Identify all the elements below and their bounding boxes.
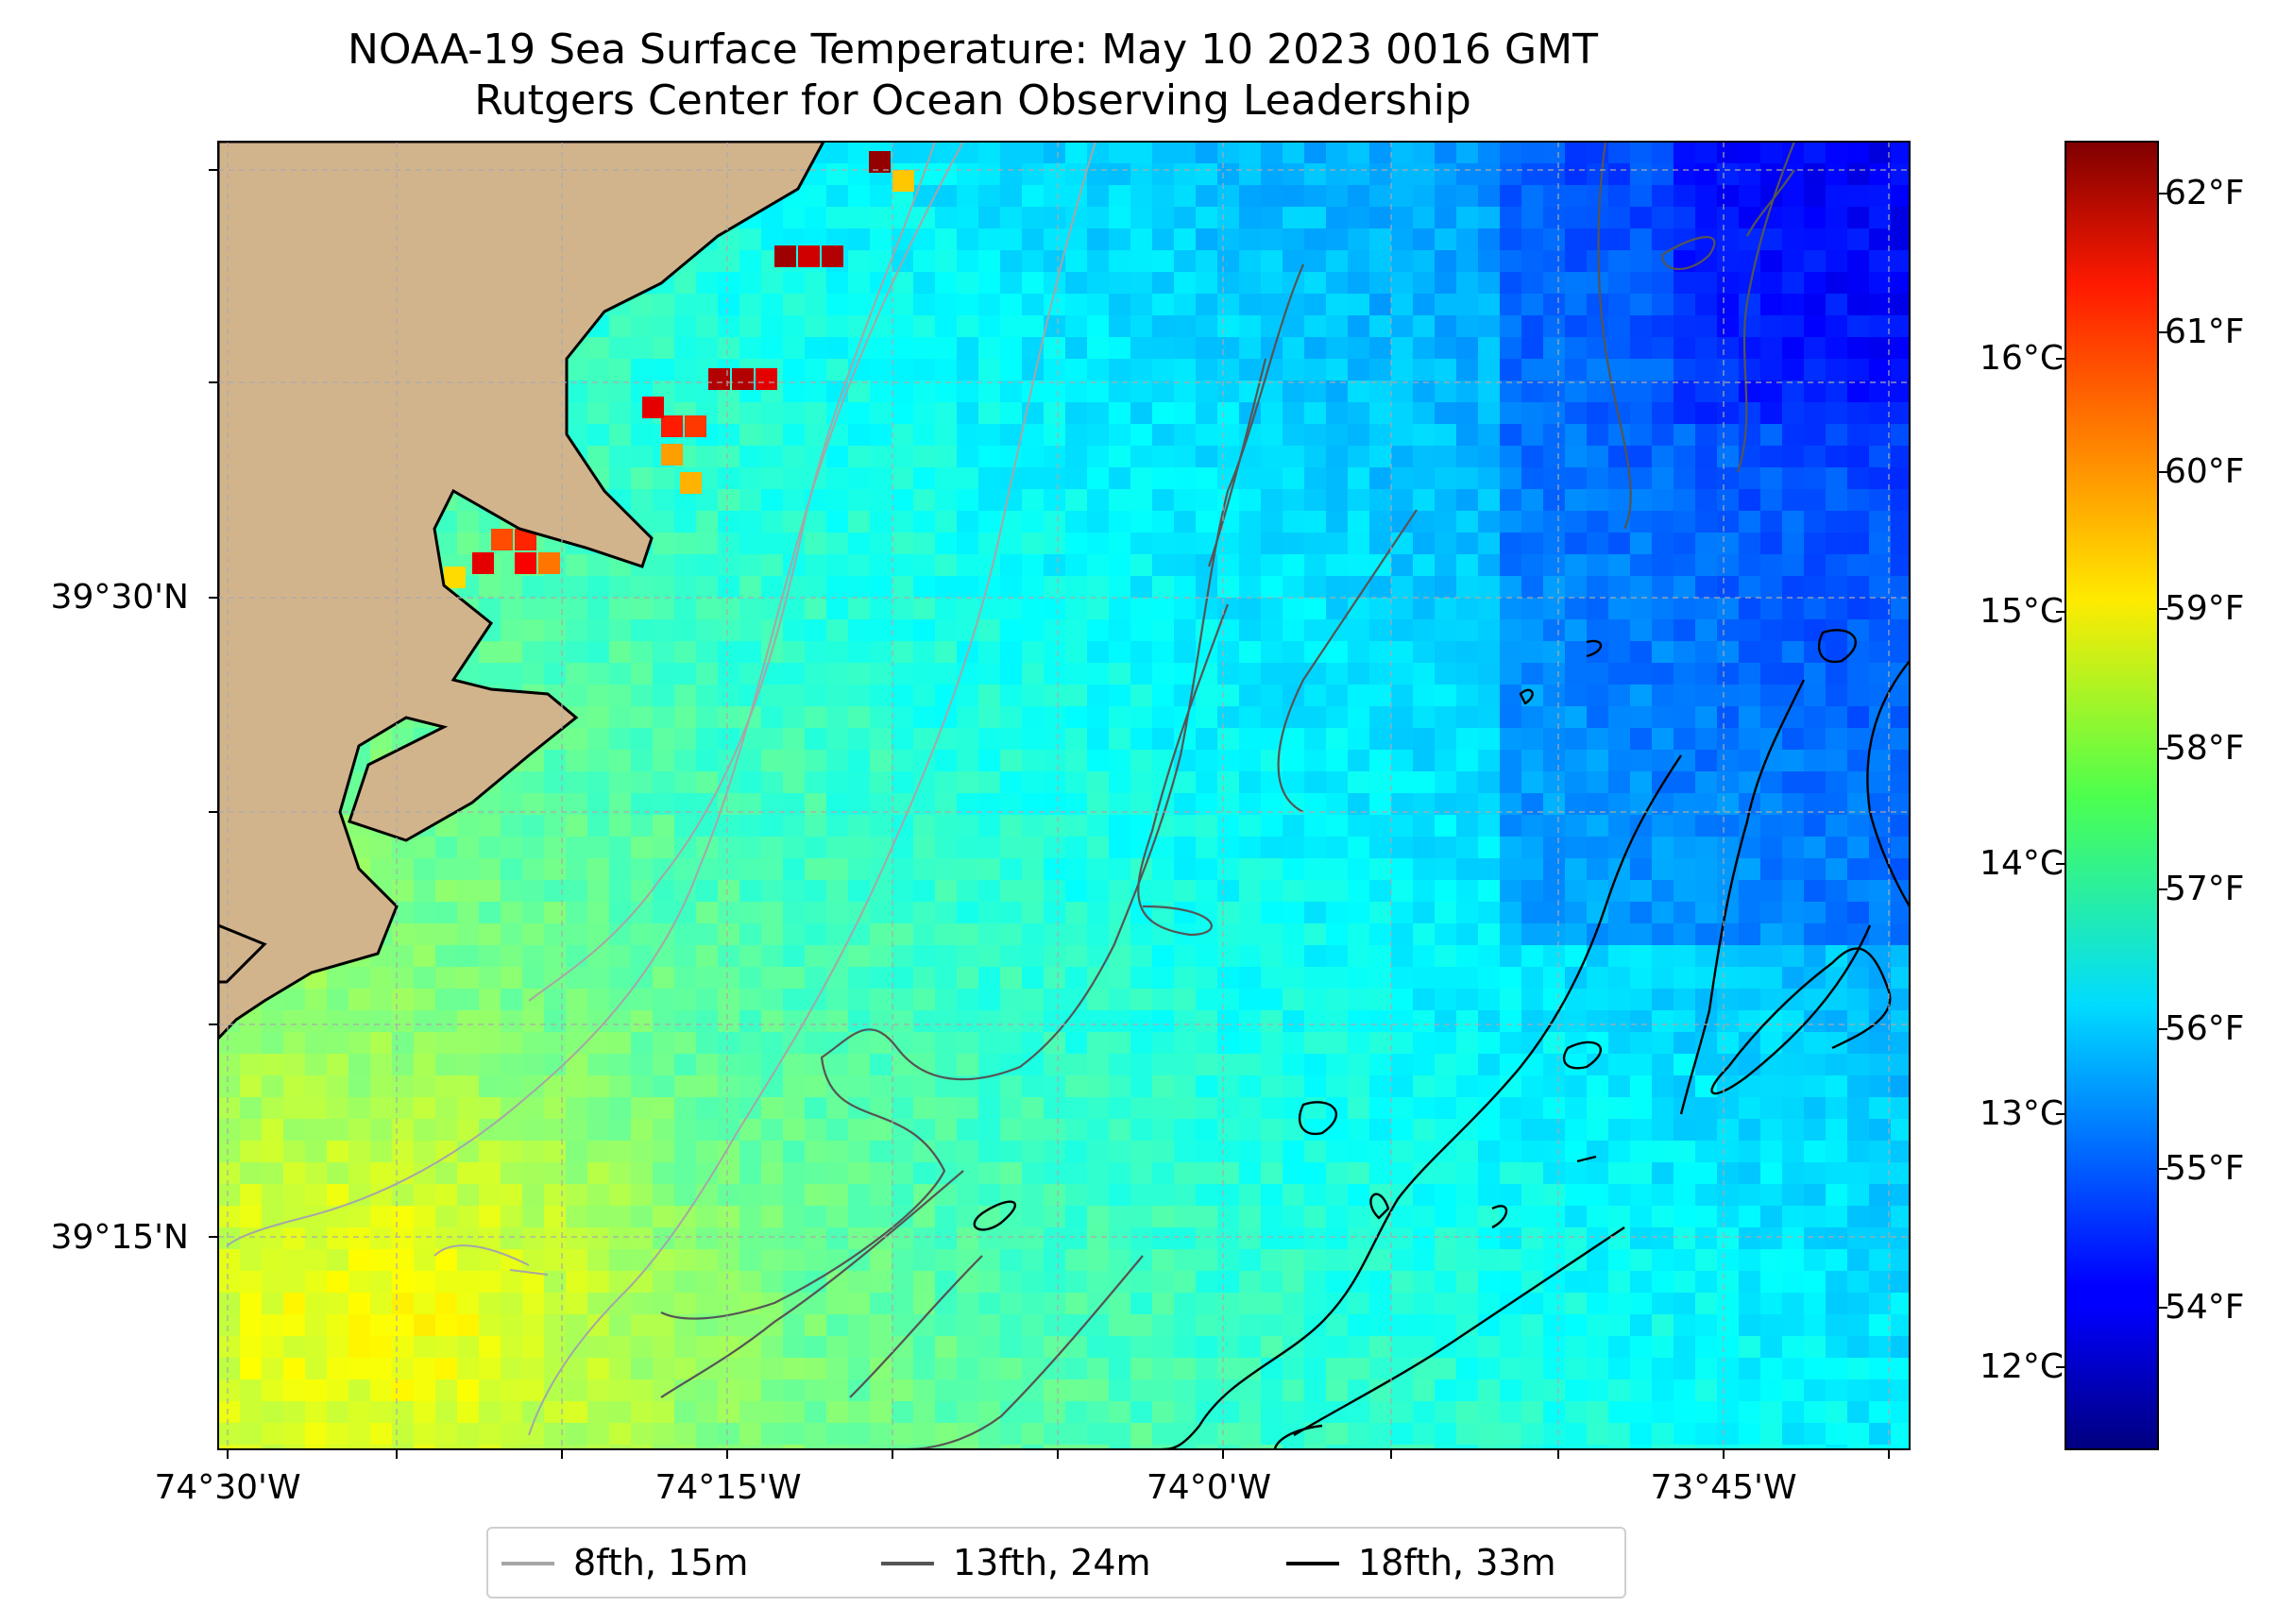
colorbar-f-label: 55°F — [2165, 1149, 2245, 1188]
lon-tick-label: 73°45'W — [1650, 1468, 1797, 1507]
legend-line-icon — [501, 1562, 554, 1565]
colorbar-c-label: 16°C — [1980, 339, 2064, 378]
land-area — [218, 142, 825, 1041]
colorbar-f-label: 59°F — [2165, 589, 2245, 628]
lon-tick-label: 74°15'W — [654, 1468, 802, 1507]
colorbar-c-label: 13°C — [1980, 1094, 2064, 1133]
plot-frame — [217, 141, 1911, 1450]
colorbar-ticks — [2056, 193, 2167, 1368]
legend-label: 8fth, 15m — [573, 1542, 749, 1583]
colorbar-f-label: 58°F — [2165, 729, 2245, 768]
lon-tick-label: 74°0'W — [1146, 1468, 1272, 1507]
lat-tick-label: 39°15'N — [50, 1218, 189, 1257]
colorbar-c-label: 15°C — [1980, 592, 2064, 631]
legend-label: 13fth, 24m — [953, 1542, 1151, 1583]
map-title: NOAA-19 Sea Surface Temperature: May 10 … — [348, 25, 1598, 74]
legend-label: 18fth, 33m — [1358, 1542, 1556, 1583]
colorbar-f-label: 56°F — [2165, 1009, 2245, 1048]
depth-contours — [226, 142, 1910, 1449]
colorbar — [2065, 141, 2159, 1450]
colorbar-f-label: 62°F — [2165, 174, 2245, 212]
colorbar-f-label: 60°F — [2165, 452, 2245, 491]
legend-line-icon — [881, 1562, 934, 1565]
lon-tick-label: 74°30'W — [154, 1468, 301, 1507]
graticule — [218, 142, 1910, 1449]
lat-tick-label: 39°30'N — [50, 578, 189, 617]
colorbar-f-label: 57°F — [2165, 870, 2245, 908]
colorbar-c-label: 14°C — [1980, 844, 2064, 883]
axis-ticks — [209, 169, 1890, 1459]
colorbar-f-label: 54°F — [2165, 1288, 2245, 1327]
legend-line-icon — [1286, 1562, 1339, 1565]
contour-legend: 8fth, 15m 13fth, 24m 18fth, 33m — [486, 1527, 1626, 1599]
map-subtitle: Rutgers Center for Ocean Observing Leade… — [474, 76, 1471, 125]
colorbar-c-label: 12°C — [1980, 1347, 2064, 1386]
colorbar-f-label: 61°F — [2165, 313, 2245, 351]
